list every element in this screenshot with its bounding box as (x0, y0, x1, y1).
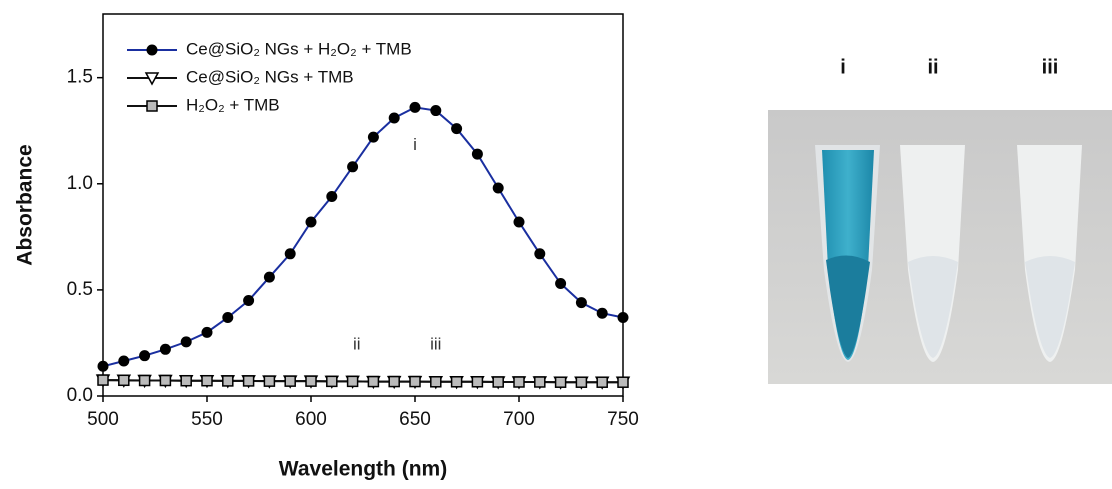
tube (900, 145, 965, 362)
annotation: iii (430, 335, 441, 354)
series-line (102, 106, 624, 368)
marker (326, 191, 338, 203)
marker (222, 375, 234, 387)
x-tick-label: 600 (295, 409, 327, 430)
marker (555, 278, 567, 290)
marker (575, 376, 588, 388)
marker (284, 248, 296, 260)
x-tick-label: 650 (399, 409, 431, 430)
marker (617, 376, 629, 388)
marker (596, 307, 608, 319)
x-axis-label: Wavelength (nm) (279, 458, 447, 481)
marker (471, 376, 484, 388)
marker (284, 375, 296, 387)
marker (305, 216, 317, 228)
marker (513, 216, 525, 228)
marker (388, 375, 400, 388)
marker (388, 112, 400, 124)
y-axis-label: Absorbance (14, 144, 37, 265)
marker (617, 311, 629, 323)
y-tick-label: 0.0 (67, 385, 93, 406)
marker (492, 376, 504, 388)
marker (596, 376, 608, 388)
marker (534, 248, 546, 260)
marker (367, 375, 380, 388)
marker (347, 161, 359, 173)
marker (243, 295, 255, 306)
marker (118, 355, 130, 367)
legend-label: Ce@SiO₂ NGs + TMB (186, 67, 354, 86)
x-tick-label: 750 (607, 409, 639, 430)
marker (471, 148, 483, 160)
marker (159, 374, 172, 387)
marker (346, 375, 359, 388)
marker (263, 271, 275, 283)
tube (1017, 145, 1082, 362)
y-tick-label: 1.5 (67, 67, 93, 88)
x-tick-label: 550 (191, 409, 223, 430)
marker (138, 374, 151, 387)
marker (450, 376, 463, 388)
marker (534, 376, 546, 388)
marker (409, 101, 421, 113)
legend-marker (146, 44, 158, 56)
annotation: i (413, 135, 417, 154)
marker (201, 326, 213, 338)
tube (815, 145, 880, 362)
marker (305, 375, 317, 387)
marker (367, 131, 379, 143)
marker (242, 375, 255, 387)
annotation: ii (353, 335, 361, 354)
marker (159, 343, 171, 355)
marker (180, 374, 192, 387)
marker (554, 376, 567, 388)
marker (513, 376, 525, 388)
marker (97, 374, 109, 386)
marker (326, 375, 338, 388)
marker (430, 105, 442, 117)
photo: i ii iii (768, 56, 1112, 384)
marker (97, 360, 109, 372)
x-tick-label: 700 (503, 409, 535, 430)
photo-label: i (840, 56, 846, 78)
marker (139, 350, 151, 362)
marker (222, 311, 234, 323)
legend-label: H₂O₂ + TMB (186, 95, 280, 114)
y-tick-label: 1.0 (67, 173, 93, 194)
marker (118, 374, 130, 387)
x-tick-label: 500 (87, 409, 119, 430)
legend-label: Ce@SiO₂ NGs + H₂O₂ + TMB (186, 39, 412, 58)
marker (451, 123, 463, 135)
legend-marker (146, 100, 158, 112)
marker (263, 375, 276, 387)
marker (492, 182, 504, 194)
plot-frame (102, 13, 624, 397)
marker (575, 297, 587, 309)
y-tick-label: 0.5 (67, 279, 93, 300)
marker (430, 376, 442, 388)
marker (180, 336, 192, 348)
photo-label: ii (927, 56, 938, 78)
photo-label: iii (1042, 56, 1059, 78)
marker (409, 375, 421, 388)
legend-marker (144, 72, 160, 86)
marker (201, 374, 213, 387)
